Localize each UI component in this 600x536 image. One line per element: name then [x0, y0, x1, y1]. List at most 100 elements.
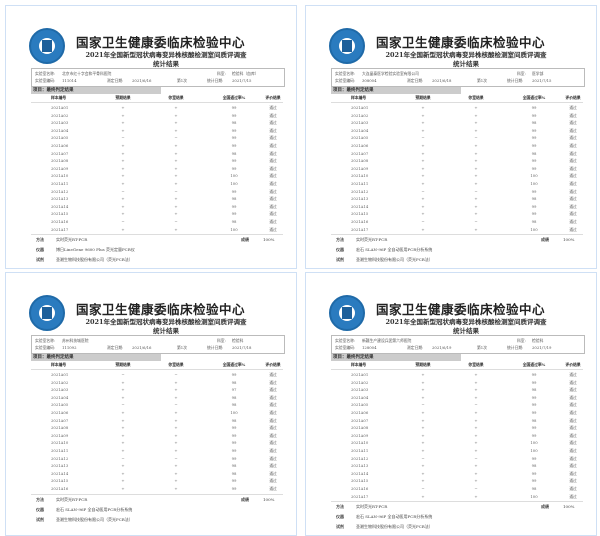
report-subtitle: 2021年全国新型冠状病毒变异株核酸检测室间质评调查 — [85, 318, 247, 326]
expected-result: + — [421, 379, 425, 385]
evaluation: 通过 — [269, 470, 277, 476]
method-value: 实时荧光RT-PCR — [356, 237, 388, 243]
table-row: 2021A07 + +98 通过 — [31, 151, 283, 159]
method-value: 实时荧光RT-PCR — [56, 237, 88, 243]
lab-info-field: 实验室名称: — [35, 71, 56, 76]
lab-result: + — [474, 112, 478, 118]
table-row: 2021A11 + +99 通过 — [31, 448, 283, 456]
org-title: 国家卫生健康委临床检验中心 — [76, 302, 246, 317]
lab-result: − — [174, 402, 178, 408]
sample-id: 2021A03 — [351, 120, 369, 126]
expected-result: + — [121, 379, 125, 385]
reagent-label: 试剂 — [336, 524, 344, 530]
sample-id: 2021A09 — [351, 432, 369, 438]
evaluation: 通过 — [269, 203, 277, 209]
pass-rate: 99 — [531, 455, 537, 461]
evaluation: 通过 — [269, 120, 277, 126]
expected-result: − — [421, 188, 425, 194]
footer-method: 方法 实时荧光RT-PCR — [31, 237, 283, 245]
lab-info-field: 科室: — [217, 338, 226, 343]
lab-result: + — [474, 379, 478, 385]
table-row: 2021A14 + +98 通过 — [31, 471, 283, 479]
lab-result: + — [174, 463, 178, 469]
table-row: 2021A08 + +99 通过 — [31, 425, 283, 433]
expected-result: + — [421, 432, 425, 438]
table-row: 2021A04 + +99 通过 — [31, 128, 283, 136]
sample-id: 2021A15 — [351, 211, 369, 217]
footer-instrument: 仪器 宏石 SLAN-96P 全自动医用PCR分析系统 — [331, 247, 583, 255]
org-title: 国家卫生健康委临床检验中心 — [376, 35, 546, 50]
footer-instrument: 仪器 博日LineGene 9600 Plus 荧光定量PCR仪 — [31, 247, 283, 255]
pass-rate: 98 — [231, 219, 237, 224]
evaluation: 通过 — [269, 379, 277, 385]
table-row: 2021A11 + +100 通过 — [331, 448, 583, 456]
evaluation: 通过 — [569, 158, 577, 164]
lab-result: + — [474, 493, 478, 499]
pass-rate: 99 — [231, 203, 237, 209]
table-bottom-line — [31, 234, 283, 236]
expected-result: + — [121, 387, 125, 393]
pass-rate: 98 — [531, 120, 537, 126]
table-row: 2021A16 − − 98 通过 — [31, 219, 283, 227]
pass-rate: 98 — [531, 219, 537, 224]
pass-rate: 100 — [530, 440, 538, 446]
column-header: 预期结果 — [415, 362, 431, 367]
report-panel: 国家卫生健康委临床检验中心 2021年全国新型冠状病毒变异株核酸检测室间质评调查统… — [5, 5, 297, 269]
lab-result: + — [474, 158, 478, 164]
reagent-value: 圣湘生物科技股份有限公司（荧光PCR法） — [356, 524, 433, 530]
sample-id: 2021A06 — [351, 410, 369, 415]
column-header: 评价结果 — [265, 362, 281, 367]
expected-result: − — [121, 372, 125, 377]
lab-info-field: 科室: — [517, 338, 526, 343]
table-row: 2021A06 + +99 通过 — [331, 143, 583, 151]
evaluation: 通过 — [269, 181, 277, 186]
expected-result: + — [121, 448, 125, 453]
pass-rate: 99 — [531, 402, 537, 408]
pass-rate: 99 — [531, 478, 537, 484]
org-title: 国家卫生健康委临床检验中心 — [376, 302, 546, 317]
lab-info-field: 实验室编码: — [335, 78, 356, 83]
lab-result: + — [174, 425, 178, 431]
footer-instrument: 仪器 宏石 SLAN-96P 全自动医用PCR分析系统 — [31, 507, 283, 515]
pass-rate: 100 — [530, 226, 538, 232]
pass-rate: 99 — [231, 211, 237, 217]
lab-result: + — [474, 196, 478, 202]
lab-result: + — [174, 173, 178, 179]
evaluation: 通过 — [269, 105, 277, 110]
evaluation: 通过 — [569, 127, 577, 133]
pass-rate: 99 — [231, 478, 237, 484]
expected-result: + — [421, 196, 425, 202]
expected-result: + — [421, 493, 425, 499]
pass-rate: 98 — [531, 387, 537, 393]
evaluation: 通过 — [269, 455, 277, 461]
evaluation: 通过 — [569, 165, 577, 171]
evaluation: 通过 — [569, 211, 577, 217]
evaluation: 通过 — [569, 448, 577, 453]
pass-rate: 99 — [531, 188, 537, 194]
expected-result: + — [421, 143, 425, 148]
sample-id: 2021A15 — [51, 478, 69, 484]
section-title: 项目：最终判定结果 — [31, 87, 161, 94]
table-row: 2021A01 + +99 通过 — [31, 105, 283, 113]
pass-rate: 99 — [531, 158, 537, 164]
expected-result: + — [121, 203, 125, 209]
expected-result: + — [421, 410, 425, 415]
table-row: 2021A15 + +99 通过 — [331, 478, 583, 486]
pass-rate: 99 — [231, 112, 237, 118]
score-label: 成绩 — [241, 237, 249, 243]
sample-id: 2021A03 — [351, 387, 369, 393]
score-label: 成绩 — [241, 496, 249, 502]
lab-info-field: 128004 — [362, 345, 377, 350]
pass-rate: 99 — [531, 425, 537, 431]
expected-result: + — [121, 181, 125, 186]
sample-id: 2021A08 — [351, 425, 369, 431]
lab-info-field: 北京市红十字会和平骨科医院 — [62, 71, 112, 76]
table-row: 2021A02 + +99 通过 — [331, 113, 583, 121]
sample-id: 2021A08 — [351, 158, 369, 164]
lab-result: + — [174, 448, 178, 453]
sample-id: 2021A12 — [51, 455, 69, 461]
score-value: 100% — [263, 237, 275, 243]
sample-id: 2021A14 — [51, 203, 69, 209]
report-panel: 国家卫生健康委临床检验中心 2021年全国新型冠状病毒变异株核酸检测室间质评调查统… — [305, 5, 597, 269]
instrument-value: 宏石 SLAN-96P 全自动医用PCR分析系统 — [56, 506, 133, 512]
